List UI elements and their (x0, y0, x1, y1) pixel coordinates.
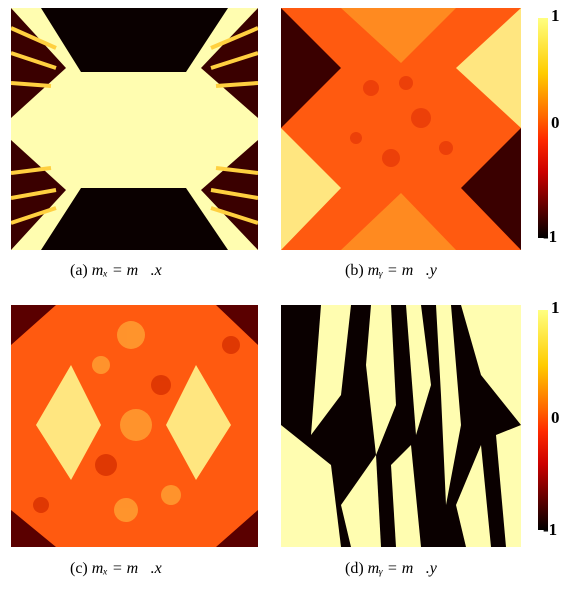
colorbar-top-tick-min: -1 (543, 227, 558, 246)
caption-b: (b) mᵧ = m⃗.y⃗ (345, 262, 450, 279)
panel-a-image (11, 8, 258, 250)
caption-c: (c) mₓ = m⃗.x⃗ (70, 560, 175, 577)
panel-b-image (281, 8, 521, 250)
caption-a: (a) mₓ = m⃗.x⃗ (70, 262, 175, 279)
panel-c-image (11, 305, 258, 547)
panel-d-image (281, 305, 521, 547)
colorbar-top (538, 18, 548, 238)
colorbar-bottom-tick-max: 1 (551, 298, 560, 317)
colorbar-bottom-tick-zero: 0 (551, 408, 560, 427)
colorbar-top-tick-zero: 0 (551, 113, 560, 132)
colorbar-top-tick-max: 1 (551, 6, 560, 25)
caption-d: (d) mᵧ = m⃗.y⃗ (345, 560, 450, 577)
colorbar-bottom (538, 310, 548, 530)
colorbar-bottom-tick-min: -1 (543, 520, 558, 539)
